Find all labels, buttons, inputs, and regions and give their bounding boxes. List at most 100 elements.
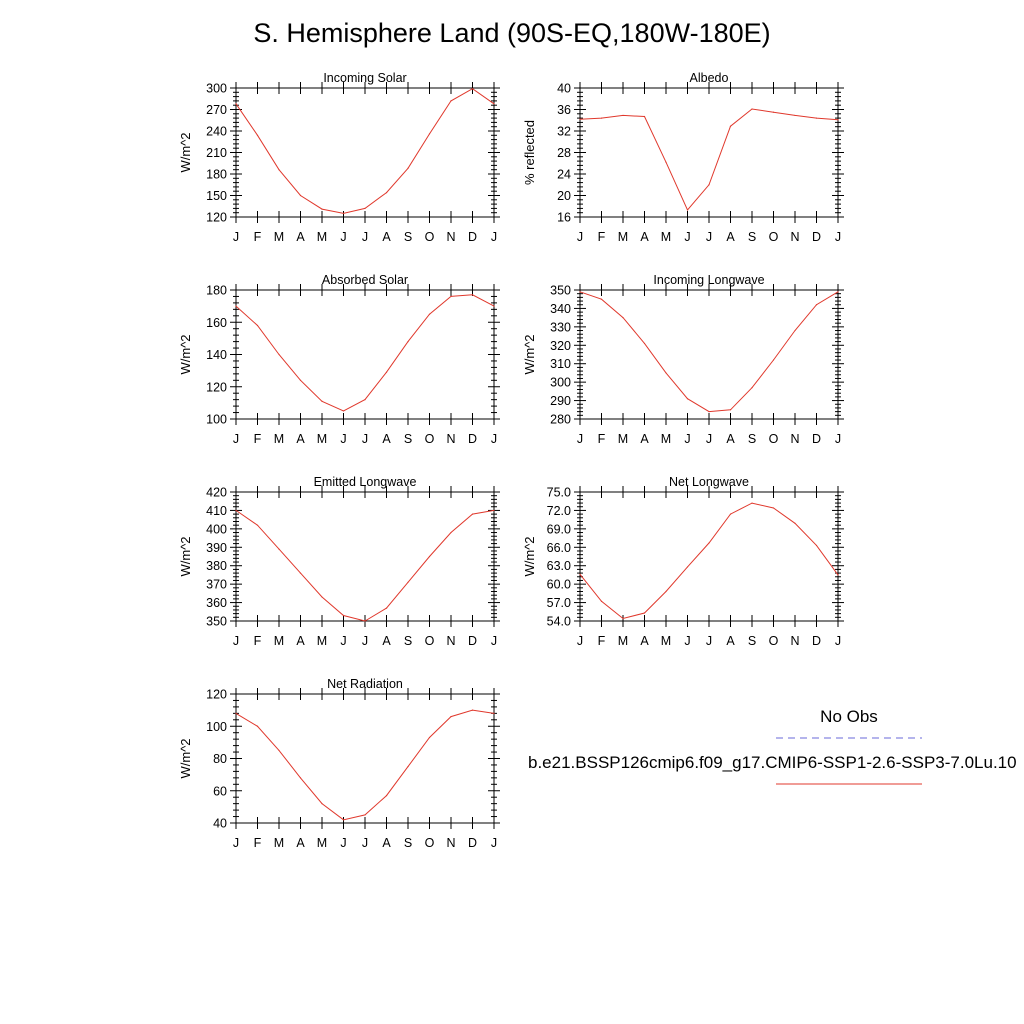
x-tick-label: J: [684, 230, 690, 244]
y-axis-label: W/m^2: [178, 132, 193, 172]
x-tick-label: M: [274, 836, 284, 850]
x-tick-label: N: [446, 634, 455, 648]
y-tick-label: 40: [557, 82, 571, 96]
data-point: [751, 387, 753, 389]
x-tick-label: A: [640, 634, 649, 648]
x-tick-label: A: [296, 432, 305, 446]
x-tick-label: S: [748, 230, 756, 244]
x-tick-label: N: [446, 836, 455, 850]
data-point: [493, 712, 495, 714]
y-tick-label: 180: [206, 284, 227, 298]
x-tick-label: F: [598, 634, 606, 648]
x-tick-label: J: [340, 634, 346, 648]
data-point: [256, 324, 259, 327]
data-point: [815, 117, 818, 119]
x-tick-label: O: [425, 230, 435, 244]
data-point: [622, 617, 624, 620]
data-point: [235, 712, 237, 714]
x-tick-label: J: [491, 836, 497, 850]
x-tick-label: M: [618, 634, 628, 648]
x-tick-label: J: [362, 634, 368, 648]
y-axis-label: % reflected: [522, 120, 537, 185]
y-tick-label: 120: [206, 211, 227, 225]
x-tick-label: A: [726, 230, 735, 244]
x-tick-label: J: [233, 634, 239, 648]
x-tick-label: N: [790, 634, 799, 648]
data-point: [751, 502, 753, 504]
x-tick-label: A: [382, 634, 391, 648]
plot-frame: [235, 87, 495, 218]
x-tick-label: M: [661, 634, 671, 648]
data-point: [256, 725, 259, 727]
x-tick-label: D: [468, 836, 477, 850]
data-point: [235, 103, 237, 105]
data-point: [450, 715, 452, 718]
data-point: [342, 819, 345, 821]
data-point: [622, 317, 624, 319]
x-tick-label: S: [404, 634, 412, 648]
x-tick-label: A: [640, 432, 649, 446]
data-point: [428, 555, 431, 558]
x-tick-label: J: [340, 432, 346, 446]
x-tick-label: O: [425, 634, 435, 648]
chart-incoming-longwave: Incoming Longwave W/m^2 280 290 300 310 320 330…: [522, 273, 844, 446]
data-point: [772, 111, 775, 113]
data-point: [708, 542, 710, 544]
series-line: [235, 294, 495, 412]
y-tick-label: 280: [550, 413, 571, 427]
data-point: [364, 814, 366, 816]
data-point: [428, 133, 431, 135]
legend: No Obs b.e21.BSSP126cmip6.f09_g17.CMIP6-…: [528, 707, 1017, 785]
x-tick-label: F: [254, 432, 262, 446]
y-tick-label: 16: [557, 211, 571, 225]
data-point: [837, 119, 839, 121]
y-tick-label: 40: [213, 817, 227, 831]
x-tick-label: D: [812, 432, 821, 446]
x-tick-label: D: [468, 634, 477, 648]
x-tick-label: M: [317, 230, 327, 244]
y-tick-label: 60.0: [547, 578, 571, 592]
y-tick-label: 290: [550, 394, 571, 408]
x-tick-label: O: [425, 432, 435, 446]
y-tick-label: 100: [206, 413, 227, 427]
x-tick-label: M: [317, 432, 327, 446]
y-tick-label: 57.0: [547, 596, 571, 610]
chart-net-longwave: Net Longwave W/m^2 54.0 57.0 60.0 63.0 66.0 69.…: [522, 475, 844, 648]
x-tick-label: A: [296, 634, 305, 648]
x-tick-label: N: [790, 432, 799, 446]
x-tick-label: J: [233, 432, 239, 446]
data-point: [600, 600, 603, 602]
y-tick-label: 150: [206, 189, 227, 203]
data-point: [794, 114, 796, 117]
data-point: [622, 114, 624, 117]
x-tick-label: F: [598, 230, 606, 244]
legend-obs-label: No Obs: [820, 707, 878, 726]
data-point: [665, 372, 667, 374]
x-tick-label: M: [317, 634, 327, 648]
plot-frame: [235, 693, 495, 824]
series-line: [235, 509, 495, 622]
x-tick-label: J: [706, 230, 712, 244]
data-point: [600, 117, 603, 119]
y-tick-label: 420: [206, 486, 227, 500]
data-point: [407, 581, 409, 583]
data-point: [450, 531, 452, 534]
x-tick-label: S: [404, 836, 412, 850]
data-point: [278, 749, 280, 752]
data-point: [385, 371, 388, 373]
y-tick-label: 360: [206, 596, 227, 610]
x-tick-label: J: [577, 230, 583, 244]
y-tick-label: 400: [206, 522, 227, 536]
x-tick-label: J: [577, 634, 583, 648]
x-tick-label: S: [748, 432, 756, 446]
data-point: [256, 134, 259, 136]
x-tick-label: J: [684, 634, 690, 648]
y-tick-label: 72.0: [547, 504, 571, 518]
y-tick-label: 370: [206, 578, 227, 592]
x-tick-label: J: [835, 432, 841, 446]
y-tick-label: 63.0: [547, 559, 571, 573]
y-tick-label: 300: [550, 376, 571, 390]
